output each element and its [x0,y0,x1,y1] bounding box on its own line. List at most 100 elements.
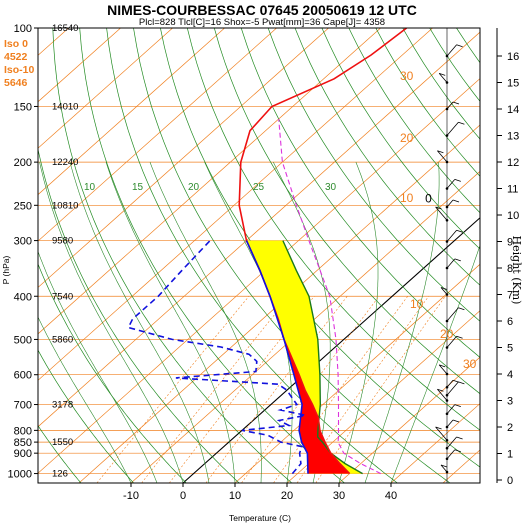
wind-barb [446,230,457,242]
iso0-value: 4522 [4,51,28,63]
wind-feather [452,101,460,105]
temperature-tick-label: 40 [385,490,397,502]
wind-barb [446,436,457,449]
height-tick-label: 7 [507,290,513,302]
mixing-ratio-line [169,296,315,483]
x-axis-label: Temperature (C) [229,513,291,523]
wet-bulb-profile [245,240,309,474]
wind-feather [454,179,461,182]
wind-barb [446,307,459,322]
pressure-tick-label: 600 [14,370,32,382]
pressure-tick-label: 850 [14,437,32,449]
dry-adiabat-label: 20 [400,131,414,145]
moist-adiabat [38,316,132,483]
geopotential-label: 7540 [52,291,73,302]
moist-adiabat [69,162,210,483]
pressure-tick-label: 500 [14,334,32,346]
isotherm-line [130,170,480,483]
pressure-tick-label: 100 [14,23,32,35]
wind-barb [438,364,448,375]
iso-10-value: 5646 [4,77,28,89]
dry-adiabat [160,28,480,468]
dry-adiabat-label: 30 [400,69,414,83]
temperature-tick-label: 10 [229,490,241,502]
dry-adiabat [38,147,240,483]
geopotential-label: 12240 [52,157,78,168]
temperature-axis: -10 0 10 20 30 40 [123,483,397,502]
height-tick-label: 9 [507,237,513,249]
moist-adiabat [338,161,379,483]
isotherm-line [182,217,480,483]
wind-barb [440,287,448,295]
isotherm-line [286,310,480,483]
isotherm-line [38,28,69,56]
wind-feather [435,206,442,210]
mixing-ratio-line [241,296,380,483]
wind-barb [435,426,448,441]
wind-feather [458,307,465,311]
wind-feather [435,426,442,430]
wind-barb [437,150,448,163]
chart-subtitle: Plcl=828 Tlcl[C]=16 Shox=-5 Pwat[mm]=36 … [139,17,385,28]
wind-feather [439,73,446,76]
isotherm-line [338,356,480,483]
wind-barbs [435,28,465,483]
wind-feather [458,381,465,385]
pressure-tick-label: 700 [14,400,32,412]
wind-barb [438,73,448,83]
wind-feather [456,229,463,233]
moist-adiabat [364,162,440,483]
mixing-ratio-label: 20 [188,182,200,193]
dry-adiabat [38,349,134,483]
geopotential-label: 14010 [52,101,78,112]
wind-feather [452,379,460,383]
wind-barb [446,381,459,396]
wind-barb [446,336,457,348]
iso0-label: Iso 0 [4,38,28,50]
dry-adiabat [348,28,480,214]
wind-feather [452,419,460,423]
dry-adiabat [186,28,480,431]
wind-feather [458,121,465,125]
wind-barb [446,258,456,269]
isotherm-line [390,403,480,483]
temperature-tick-label: 0 [180,490,186,502]
mixing-ratio-line [141,296,290,483]
wind-feather [456,335,463,339]
height-tick-label: 1 [507,449,513,461]
pressure-tick-label: 250 [14,200,32,212]
pressure-tick-label: 200 [14,157,32,169]
mixing-ratio-label: 10 [84,182,96,193]
isotherm-line [38,28,433,381]
geopotential-label: 16540 [52,23,78,34]
height-tick-label: 14 [507,104,519,116]
isotherm-line [0,28,17,483]
dry-adiabat [52,28,293,483]
wind-feather [454,449,461,453]
mixing-ratio-label: 15 [132,182,144,193]
wind-barb [446,121,459,136]
geopotential-label: 5860 [52,334,73,345]
dry-adiabat [38,425,82,483]
temperature-tick-label: 30 [333,490,345,502]
isotherm-line [38,28,277,242]
y-axis-label: P (hPa) [1,256,11,285]
wind-feather [452,199,460,203]
dry-adiabat [133,28,451,483]
plot-frame [37,27,481,484]
grid-layer [0,28,480,483]
geopotential-label: 9580 [52,236,73,247]
iso-10-label: Iso-10 [4,64,35,76]
geopotential-label: 10810 [52,200,78,211]
isotherm-line [38,28,225,196]
mixing-ratio-line [205,296,348,483]
dry-adiabat [38,263,187,483]
isotherm-line [38,28,121,103]
wind-feather [437,150,444,154]
wind-barb [440,464,448,473]
wind-feather [439,364,446,368]
dry-adiabat [240,28,480,358]
